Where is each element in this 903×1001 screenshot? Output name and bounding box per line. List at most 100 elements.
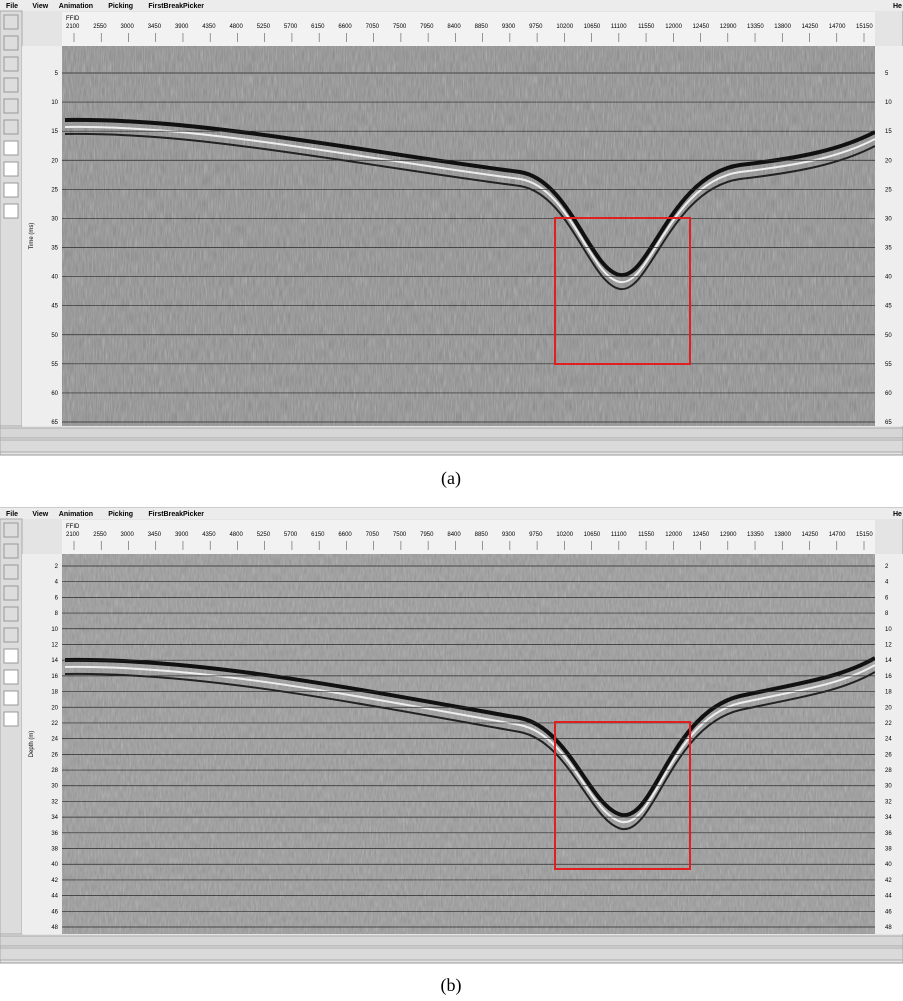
y-tick-label: 42 bbox=[51, 878, 58, 884]
x-tick-label: 9750 bbox=[529, 532, 543, 538]
tool-button[interactable] bbox=[4, 78, 18, 92]
menu-item[interactable]: FirstBreakPicker bbox=[148, 3, 204, 10]
y-tick-label-right: 48 bbox=[885, 925, 892, 931]
x-tick-label: 12000 bbox=[665, 532, 682, 538]
x-tick-label: 6600 bbox=[338, 532, 352, 538]
menu-item[interactable]: FirstBreakPicker bbox=[148, 511, 204, 518]
y-tick-label: 15 bbox=[51, 129, 58, 135]
y-tick-label-right: 28 bbox=[885, 768, 892, 774]
menu-item[interactable]: View bbox=[32, 511, 48, 518]
tool-button[interactable] bbox=[4, 628, 18, 642]
x-tick-label: 8850 bbox=[475, 532, 489, 538]
y-tick-label-right: 24 bbox=[885, 737, 892, 743]
y-tick-label-right: 60 bbox=[885, 391, 892, 397]
x-tick-label: 3000 bbox=[120, 24, 134, 30]
caption: (a) bbox=[441, 468, 461, 489]
x-tick-label: 15150 bbox=[856, 532, 873, 538]
y-tick-label-right: 12 bbox=[885, 642, 892, 648]
x-tick-label: 2100 bbox=[66, 532, 80, 538]
tool-button[interactable] bbox=[4, 57, 18, 71]
y-tick-label-right: 35 bbox=[885, 246, 892, 252]
x-tick-label: 2550 bbox=[93, 24, 107, 30]
y-tick-label: 30 bbox=[51, 784, 58, 790]
y-tick-label-right: 30 bbox=[885, 216, 892, 222]
menu-item[interactable]: Animation bbox=[59, 511, 93, 518]
x-tick-label: 14250 bbox=[802, 532, 819, 538]
x-tick-label: 12900 bbox=[720, 24, 737, 30]
tool-button[interactable] bbox=[4, 162, 18, 176]
y-tick-label-right: 30 bbox=[885, 784, 892, 790]
x-tick-label: 15150 bbox=[856, 24, 873, 30]
menu-item[interactable]: File bbox=[6, 511, 18, 518]
tool-button[interactable] bbox=[4, 183, 18, 197]
menu-item[interactable]: View bbox=[32, 3, 48, 10]
tool-button[interactable] bbox=[4, 99, 18, 113]
x-tick-label: 11100 bbox=[611, 532, 627, 538]
y-tick-label-right: 18 bbox=[885, 690, 892, 696]
tool-button[interactable] bbox=[4, 691, 18, 705]
y-tick-label-right: 20 bbox=[885, 158, 892, 164]
x-tick-label: 3000 bbox=[120, 532, 134, 538]
x-tick-label: 14700 bbox=[829, 24, 846, 30]
seismic-noise bbox=[62, 554, 875, 934]
x-tick-label: 11550 bbox=[638, 24, 655, 30]
x-tick-label: 6150 bbox=[311, 532, 325, 538]
y-tick-label: 10 bbox=[51, 100, 58, 106]
tool-button[interactable] bbox=[4, 141, 18, 155]
tool-button[interactable] bbox=[4, 586, 18, 600]
y-tick-label: 60 bbox=[51, 391, 58, 397]
x-tick-label: 7500 bbox=[393, 24, 407, 30]
y-tick-label: 65 bbox=[51, 420, 58, 426]
x-tick-label: 6600 bbox=[338, 24, 352, 30]
x-tick-label: 8850 bbox=[475, 24, 489, 30]
x-tick-label: 12000 bbox=[665, 24, 682, 30]
tool-button[interactable] bbox=[4, 204, 18, 218]
tool-button[interactable] bbox=[4, 523, 18, 537]
y-tick-label: 34 bbox=[51, 815, 58, 821]
x-tick-label: 8400 bbox=[447, 532, 461, 538]
menu-item[interactable]: Picking bbox=[108, 3, 133, 10]
y-tick-label: 24 bbox=[51, 737, 58, 743]
y-tick-label: 55 bbox=[51, 362, 58, 368]
x-tick-label: 4800 bbox=[229, 532, 243, 538]
y-tick-label-right: 34 bbox=[885, 815, 892, 821]
x-tick-label: 5250 bbox=[257, 24, 271, 30]
y-tick-label: 35 bbox=[51, 246, 58, 252]
y-tick-label-right: 32 bbox=[885, 799, 892, 805]
x-tick-label: 9300 bbox=[502, 24, 516, 30]
y-tick-label: 10 bbox=[51, 627, 58, 633]
tool-button[interactable] bbox=[4, 712, 18, 726]
status-bar bbox=[0, 948, 903, 960]
figure: File View Animation Picking FirstBreakPicker… bbox=[0, 0, 903, 996]
tool-button[interactable] bbox=[4, 649, 18, 663]
x-tick-label: 5250 bbox=[257, 532, 271, 538]
x-tick-label: 2550 bbox=[93, 532, 107, 538]
y-tick-label-right: 42 bbox=[885, 878, 892, 884]
y-tick-label-right: 22 bbox=[885, 721, 892, 727]
x-tick-label: 9750 bbox=[529, 24, 543, 30]
y-axis-label: Time (ms) bbox=[29, 223, 35, 250]
menu-item[interactable]: Animation bbox=[59, 3, 93, 10]
tool-button[interactable] bbox=[4, 36, 18, 50]
y-tick-label-right: 15 bbox=[885, 129, 892, 135]
y-tick-label-right: 10 bbox=[885, 627, 892, 633]
x-tick-label: 7500 bbox=[393, 532, 407, 538]
y-tick-label-right: 40 bbox=[885, 862, 892, 868]
y-tick-label-right: 50 bbox=[885, 333, 892, 339]
tool-button[interactable] bbox=[4, 565, 18, 579]
x-tick-label: 3450 bbox=[148, 24, 162, 30]
y-tick-label: 45 bbox=[51, 304, 58, 310]
tool-button[interactable] bbox=[4, 607, 18, 621]
tool-button[interactable] bbox=[4, 120, 18, 134]
y-tick-label: 12 bbox=[51, 642, 58, 648]
tool-button[interactable] bbox=[4, 670, 18, 684]
menu-item[interactable]: File bbox=[6, 3, 18, 10]
tool-button[interactable] bbox=[4, 544, 18, 558]
x-tick-label: 7050 bbox=[366, 532, 380, 538]
tool-button[interactable] bbox=[4, 15, 18, 29]
caption: (b) bbox=[441, 975, 462, 996]
y-tick-label: 32 bbox=[51, 799, 58, 805]
x-tick-label: 13800 bbox=[774, 532, 791, 538]
menu-item[interactable]: Picking bbox=[108, 511, 133, 518]
y-tick-label-right: 36 bbox=[885, 831, 892, 837]
